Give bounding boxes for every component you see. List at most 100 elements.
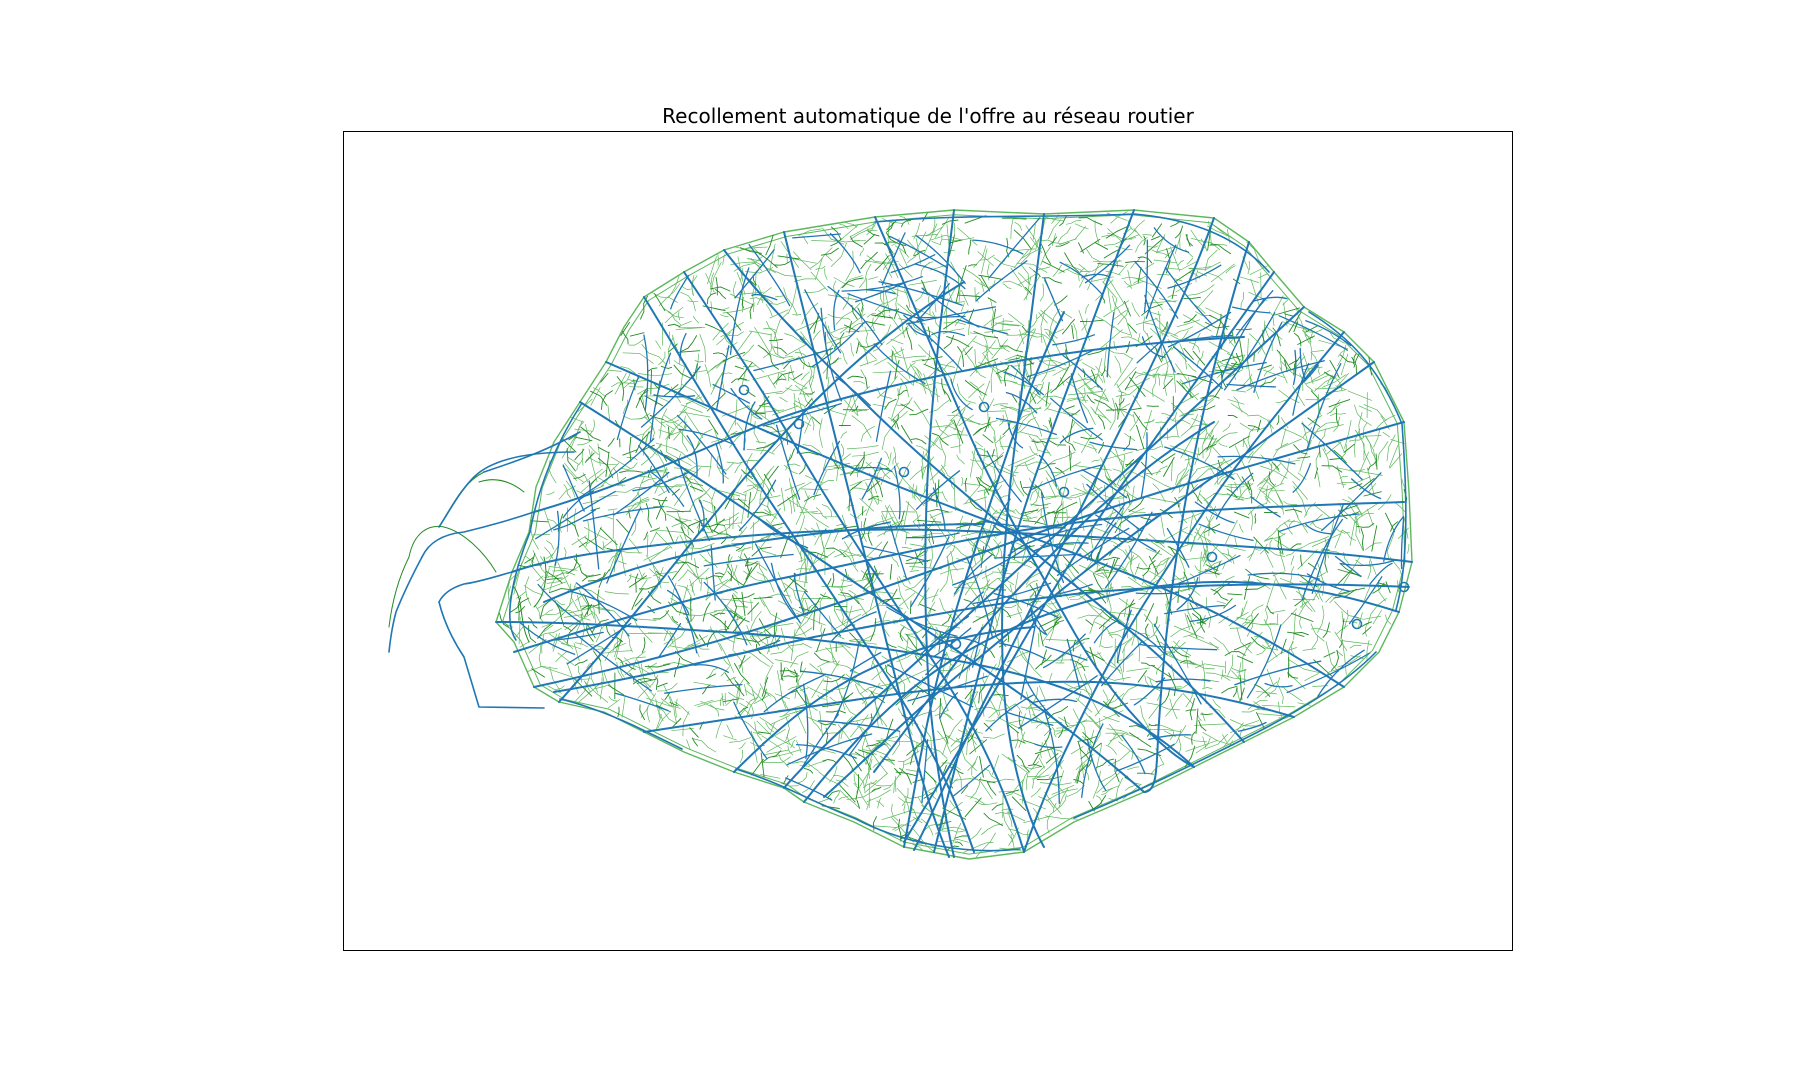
offer-link <box>679 332 687 361</box>
street-segment <box>851 487 866 490</box>
street-segment <box>1246 615 1253 637</box>
street-segment <box>1001 406 1030 412</box>
street-segment <box>1173 625 1205 639</box>
street-segment-dark <box>530 520 549 523</box>
street-segment <box>760 442 774 455</box>
offer-link <box>939 692 959 719</box>
street-segment <box>1036 435 1052 457</box>
street-segment <box>1189 414 1199 429</box>
street-segment <box>1029 314 1038 329</box>
street-segment <box>734 715 760 735</box>
street-segment <box>883 287 885 319</box>
street-segment <box>957 770 962 789</box>
street-segment-dark <box>573 474 586 480</box>
offer-link <box>606 507 642 584</box>
street-segment-dark <box>647 367 658 372</box>
street-segment <box>1249 265 1269 275</box>
street-segment <box>1068 378 1095 385</box>
street-segment <box>608 695 618 702</box>
street-segment <box>941 491 948 502</box>
offer-link <box>575 633 652 692</box>
street-segment <box>766 736 797 753</box>
street-segment <box>935 419 949 437</box>
street-segment <box>1239 524 1244 533</box>
street-segment-dark <box>830 357 839 365</box>
street-segment-dark <box>1339 587 1366 595</box>
street-segment <box>825 321 837 350</box>
street-segment <box>735 331 752 355</box>
street-segment <box>924 482 927 493</box>
street-segment <box>974 279 988 288</box>
street-segment-dark <box>605 451 610 477</box>
offer-link <box>972 239 1024 255</box>
street-segment <box>1163 526 1188 541</box>
street-segment <box>1225 519 1238 545</box>
street-segment <box>1292 385 1305 407</box>
offer-link <box>775 424 801 500</box>
street-segment <box>1092 770 1101 799</box>
street-segment-dark <box>1145 603 1155 622</box>
street-segment <box>881 324 891 340</box>
street-segment <box>568 607 594 614</box>
street-segment <box>1086 249 1102 263</box>
street-segment-dark <box>1152 550 1161 560</box>
street-segment-dark <box>1183 347 1194 360</box>
street-segment <box>969 827 982 840</box>
street-segment <box>1196 290 1214 310</box>
street-segment <box>1020 713 1026 743</box>
street-segment <box>854 595 869 617</box>
street-segment-dark <box>808 317 820 332</box>
street-segment <box>839 549 862 557</box>
street-segment-dark <box>753 596 773 600</box>
street-segment <box>818 418 823 448</box>
street-segment <box>769 268 802 277</box>
offer-link <box>1278 315 1349 351</box>
street-segment <box>1128 545 1133 562</box>
street-segment-dark <box>1114 758 1120 783</box>
street-segment <box>1336 625 1349 635</box>
street-segment <box>1105 270 1121 276</box>
offer-link <box>878 281 963 306</box>
street-segment <box>893 410 908 422</box>
street-segment-dark <box>655 570 665 577</box>
offer-link <box>1253 296 1288 302</box>
street-segment-dark <box>1279 536 1284 555</box>
street-segment <box>850 229 878 240</box>
street-segment <box>946 298 965 303</box>
street-segment-dark <box>1137 670 1147 683</box>
street-segment <box>658 351 666 366</box>
street-segment <box>934 285 942 313</box>
street-segment <box>581 468 603 485</box>
street-segment <box>1302 364 1317 392</box>
street-segment <box>1094 220 1100 244</box>
street-segment <box>1092 408 1108 419</box>
offer-link <box>800 713 839 771</box>
street-segment <box>1281 685 1303 702</box>
street-segment <box>797 772 808 784</box>
street-segment <box>1368 482 1377 493</box>
street-segment <box>744 683 747 696</box>
street-segment <box>621 694 626 718</box>
street-segment <box>757 513 777 518</box>
street-segment-dark <box>1091 794 1107 811</box>
street-segment <box>1010 215 1015 240</box>
street-segment <box>1221 674 1247 680</box>
street-segment <box>984 455 998 458</box>
street-segment-dark <box>704 323 724 333</box>
street-segment-dark <box>762 750 782 763</box>
street-segment <box>850 343 855 357</box>
street-segment <box>811 678 824 699</box>
street-segment <box>692 316 699 324</box>
street-segment-dark <box>1293 354 1302 376</box>
street-segment <box>667 628 687 649</box>
street-segment <box>761 735 782 749</box>
street-segment <box>650 474 665 493</box>
offer-link <box>796 413 804 454</box>
offer-link <box>1121 734 1146 775</box>
offer-link <box>728 639 781 656</box>
street-segment <box>1009 515 1038 520</box>
street-segment <box>590 661 599 693</box>
street-segment <box>944 651 951 685</box>
street-segment <box>1068 391 1103 396</box>
street-segment <box>583 574 595 577</box>
